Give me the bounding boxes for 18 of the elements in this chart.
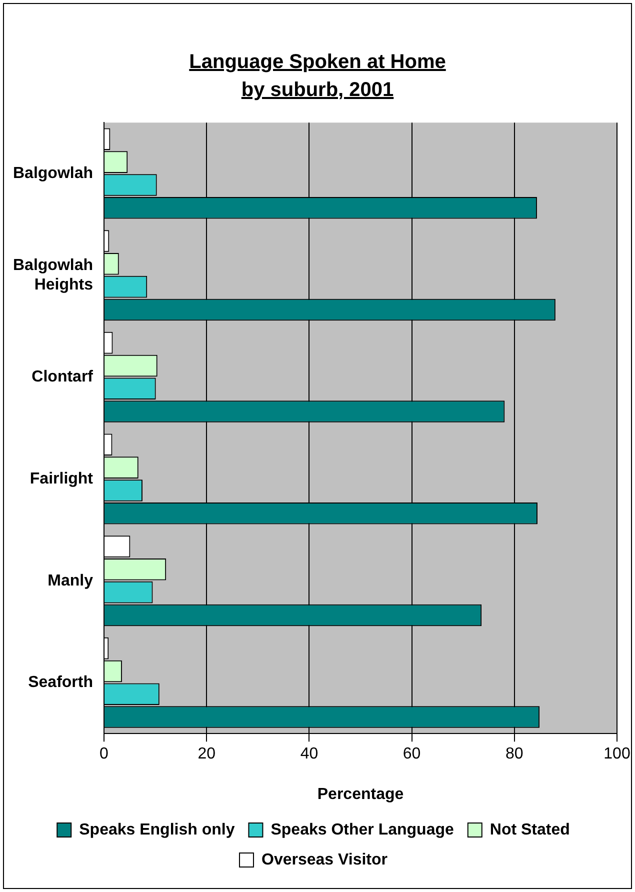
- y-tick-label: Fairlight: [30, 470, 94, 488]
- x-tick-label: 80: [506, 746, 524, 763]
- y-tick-label: Clontarf: [32, 368, 94, 386]
- y-tick-label: Seaforth: [28, 674, 94, 692]
- y-tick-label: Balgowlah Heights: [12, 257, 94, 294]
- chart-title: Language Spoken at Home by suburb, 2001: [188, 50, 447, 103]
- x-tick-label: 60: [402, 746, 421, 763]
- y-tick-label: Manly: [48, 572, 94, 590]
- x-tick-label: 20: [198, 746, 216, 763]
- y-tick-label: Balgowlah: [12, 164, 94, 182]
- x-axis-title: Percentage: [317, 786, 404, 803]
- legend-label: Not Stated: [490, 821, 570, 838]
- x-tick-label: 0: [100, 746, 109, 763]
- x-tick-label: 40: [300, 746, 318, 763]
- legend-label: Overseas Visitor: [261, 851, 388, 868]
- x-tick-label: 100: [604, 746, 630, 763]
- legend-label: Speaks Other Language: [270, 821, 454, 838]
- legend-label: Speaks English only: [79, 821, 235, 838]
